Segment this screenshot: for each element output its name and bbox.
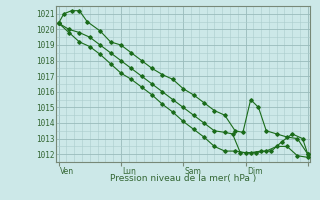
Text: Lun: Lun	[122, 167, 136, 176]
Text: Dim: Dim	[247, 167, 262, 176]
Text: Sam: Sam	[185, 167, 201, 176]
Text: Ven: Ven	[60, 167, 74, 176]
X-axis label: Pression niveau de la mer( hPa ): Pression niveau de la mer( hPa )	[110, 174, 256, 183]
